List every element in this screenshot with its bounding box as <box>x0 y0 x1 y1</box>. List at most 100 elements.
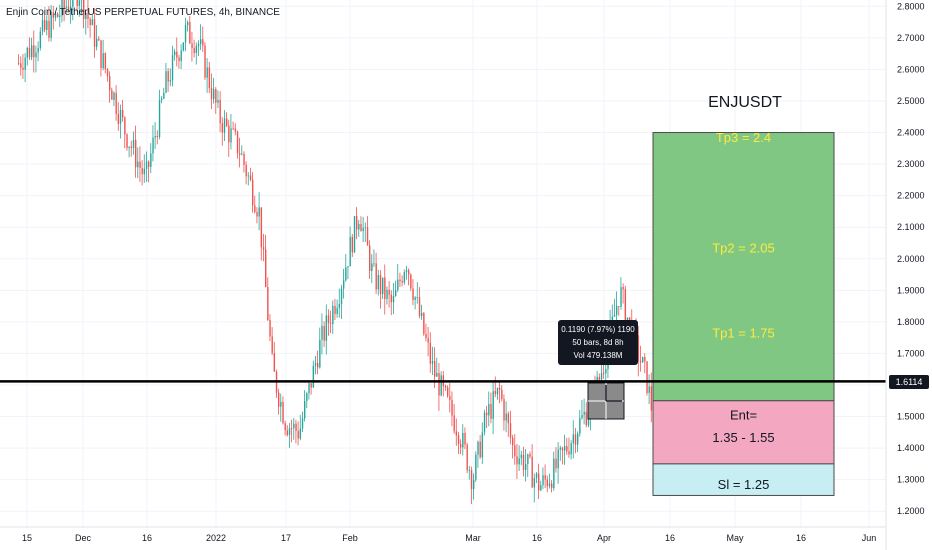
candle-body <box>425 333 427 339</box>
candle-body <box>39 31 42 48</box>
candle-body <box>35 52 37 58</box>
candle-body <box>249 175 252 180</box>
candle-body <box>522 454 525 470</box>
candle-body <box>195 46 198 53</box>
candle-body <box>455 431 458 436</box>
candle-body <box>572 434 575 444</box>
candle-body <box>236 131 239 154</box>
candle-body <box>143 168 146 175</box>
candle-body <box>174 51 176 56</box>
candle-body <box>98 38 100 41</box>
candle-body <box>559 447 562 450</box>
candle-body <box>22 67 24 70</box>
candle-body <box>503 399 505 421</box>
candle-body <box>585 411 588 426</box>
candle-body <box>520 454 523 459</box>
x-axis: 15 Dec 16 2022 17 Feb Mar 16 Apr 16 May 16 Jun <box>0 526 886 543</box>
x-tick-label: 16 <box>532 533 542 543</box>
candle-body <box>109 76 111 91</box>
candle-body <box>117 114 120 124</box>
candle-body <box>204 45 206 78</box>
candle-body <box>89 19 91 26</box>
candle-body <box>314 362 317 366</box>
candle-body <box>267 287 269 320</box>
candle-body <box>477 441 479 455</box>
candle-body <box>356 216 358 230</box>
y-tick-label: 2.2000 <box>897 191 925 201</box>
candle-body <box>429 342 432 364</box>
y-tick-label: 1.7000 <box>897 348 925 358</box>
x-tick-label: May <box>726 533 744 543</box>
candle-body <box>373 263 375 265</box>
tp2-label: Tp2 = 2.05 <box>712 240 775 255</box>
candle-body <box>189 22 191 44</box>
candle-body <box>115 92 117 115</box>
y-tick-label: 2.1000 <box>897 222 925 232</box>
candle-body <box>26 47 29 58</box>
y-axis: 1.20001.30001.40001.50001.60001.70001.80… <box>885 0 925 550</box>
candle-body <box>284 423 286 431</box>
candle-body <box>161 98 163 101</box>
candle-body <box>598 376 601 380</box>
candle-body <box>494 391 497 395</box>
candle-body <box>184 25 187 43</box>
candle-body <box>124 117 126 135</box>
candle-body <box>57 13 59 17</box>
chart-title: Enjin Coin / TetherUS PERPETUAL FUTURES,… <box>6 7 280 18</box>
y-tick-label: 2.3000 <box>897 159 925 169</box>
candle-body <box>126 134 128 148</box>
candle-body <box>375 263 377 290</box>
candle-body <box>603 372 605 374</box>
candle-body <box>390 294 393 303</box>
candle-body <box>239 153 241 155</box>
candle-body <box>395 290 397 297</box>
candle-body <box>113 92 115 100</box>
candle-body <box>41 20 44 32</box>
candle-body <box>323 325 325 341</box>
y-tick-label: 1.3000 <box>897 475 925 485</box>
candle-body <box>119 109 122 124</box>
candle-body <box>531 456 533 488</box>
measure-tooltip: 0.1190 (7.97%) 1190 50 bars, 8d 8h Vol 4… <box>558 320 638 365</box>
candle-body <box>28 47 31 58</box>
candle-body <box>217 99 219 103</box>
candle-body <box>156 136 159 137</box>
candle-body <box>223 118 226 133</box>
candle-body <box>200 39 202 44</box>
candle-body <box>366 227 369 246</box>
candle-body <box>421 313 423 316</box>
candle-body <box>67 6 70 11</box>
candle-body <box>193 48 195 53</box>
candle-body <box>104 53 107 70</box>
candle-body <box>46 20 48 30</box>
candle-body <box>167 71 169 82</box>
candle-body <box>37 47 39 53</box>
candle-body <box>566 446 568 452</box>
candle-body <box>232 128 234 130</box>
candle-body <box>59 15 61 17</box>
x-tick-label: Mar <box>465 533 481 543</box>
candle-body <box>618 306 620 307</box>
candle-body <box>460 444 462 448</box>
candle-body <box>262 247 265 250</box>
candle-body <box>288 427 291 435</box>
candle-body <box>258 207 260 217</box>
candle-body <box>486 412 488 416</box>
candle-body <box>557 449 559 469</box>
candle-body <box>431 361 434 364</box>
candle-body <box>492 391 494 419</box>
candle-body <box>31 45 33 58</box>
candle-body <box>213 89 215 100</box>
candle-body <box>505 413 507 421</box>
candle-body <box>295 423 297 432</box>
candle-body <box>553 458 555 489</box>
candle-body <box>479 441 481 458</box>
candle-body <box>527 454 529 465</box>
candle-body <box>291 427 293 429</box>
candle-body <box>33 45 35 58</box>
candle-body <box>516 456 518 465</box>
candle-body <box>587 415 590 426</box>
candle-body <box>488 404 490 416</box>
candle-body <box>362 227 364 232</box>
